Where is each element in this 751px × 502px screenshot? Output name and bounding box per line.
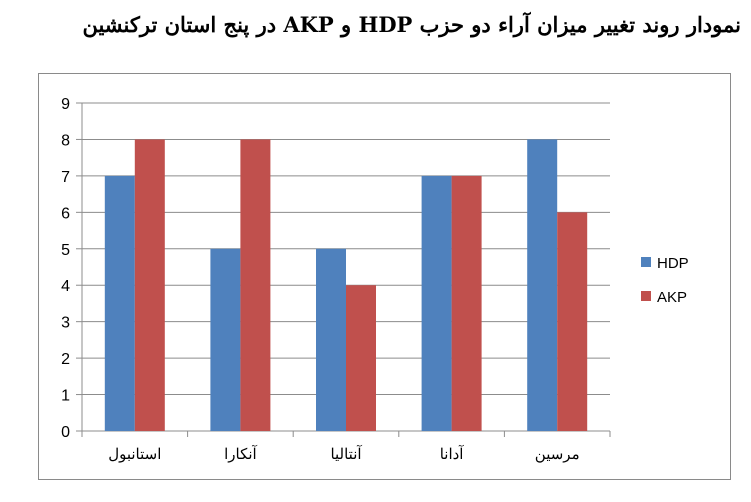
bar-hdp-4 (421, 175, 452, 431)
bar-hdp-2 (210, 248, 241, 431)
x-category-label: استانبول (108, 445, 161, 463)
bar-akp-4 (451, 175, 482, 431)
legend-swatch-akp (641, 291, 651, 301)
legend-label-akp: AKP (657, 289, 687, 306)
chart-frame (38, 73, 731, 480)
bar-hdp-3 (316, 248, 346, 431)
bar-hdp-5 (527, 139, 558, 431)
y-tick-label: 1 (61, 388, 70, 405)
y-tick-label: 0 (61, 424, 70, 441)
bar-akp-2 (240, 139, 271, 431)
bar-akp-3 (346, 285, 376, 431)
bar-akp-5 (557, 212, 588, 431)
y-tick-label: 5 (61, 242, 70, 259)
y-tick-label: 6 (61, 205, 70, 222)
bar-hdp-1 (104, 175, 135, 431)
x-category-label: آنتالیا (330, 445, 362, 463)
y-tick-label: 8 (61, 132, 70, 149)
x-category-label: آنکارا (224, 445, 257, 463)
y-tick-label: 3 (61, 315, 70, 332)
legend-swatch-hdp (641, 257, 651, 267)
y-tick-label: 2 (61, 351, 70, 368)
y-tick-label: 4 (61, 278, 70, 295)
y-tick-label: 7 (61, 169, 70, 186)
legend-label-hdp: HDP (657, 255, 689, 272)
x-category-label: مرسین (535, 445, 580, 463)
chart-title: نمودار روند تغییر میزان آراء دو حزب HDP … (82, 12, 741, 37)
x-category-label: آدانا (440, 445, 465, 463)
y-tick-label: 9 (61, 96, 70, 113)
bar-akp-1 (134, 139, 165, 431)
